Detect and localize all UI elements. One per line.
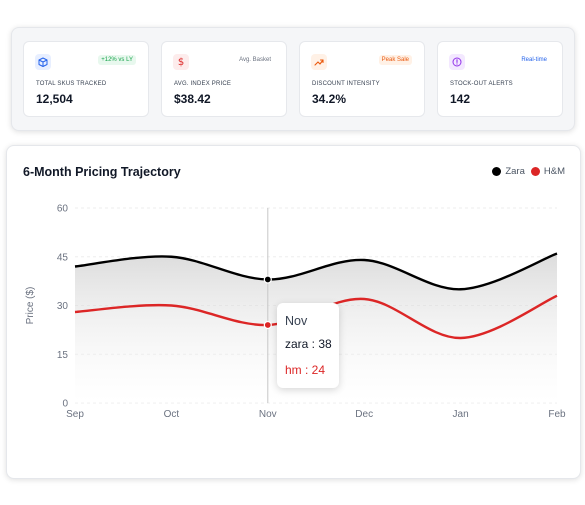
x-tick-label: Jan <box>453 409 469 420</box>
legend-dot <box>492 167 502 176</box>
chart-legend: Zara H&M <box>492 166 565 177</box>
chart-title: 6-Month Pricing Trajectory <box>23 165 181 179</box>
y-axis-label: Price ($) <box>25 287 36 325</box>
kpi-card-avg-index-price[interactable]: $ Avg. Basket AVG. INDEX PRICE $38.42 <box>161 41 287 117</box>
kpi-card-stock-out-alerts[interactable]: Real-time STOCK-OUT ALERTS 142 <box>437 41 563 117</box>
kpi-card-total-skus[interactable]: +12% vs LY TOTAL SKUS TRACKED 12,504 <box>23 41 149 117</box>
y-tick-label: 30 <box>57 301 69 312</box>
dollar-icon: $ <box>173 54 189 70</box>
kpi-value: 34.2% <box>312 92 347 106</box>
pricing-chart-panel: 0 15 30 45 60 Sep Oct Nov Dec Jan Feb Price ($) 6-M… <box>6 145 581 479</box>
tooltip-title: Nov <box>285 314 308 328</box>
kpi-value: $38.42 <box>174 92 211 106</box>
legend-item-hm[interactable]: H&M <box>530 166 565 177</box>
x-tick-label: Nov <box>259 409 277 420</box>
y-tick-label: 45 <box>57 252 69 263</box>
kpi-card-discount-intensity[interactable]: Peak Sale DISCOUNT INTENSITY 34.2% <box>299 41 425 117</box>
legend-label: H&M <box>543 166 565 177</box>
hm-point <box>263 320 272 330</box>
kpi-label: DISCOUNT INTENSITY <box>312 81 380 87</box>
kpi-label: AVG. INDEX PRICE <box>174 81 232 87</box>
tooltip-hm-value: hm : 24 <box>285 363 326 377</box>
alert-circle-icon <box>449 54 465 70</box>
trending-up-icon <box>311 54 327 70</box>
y-tick-label: 60 <box>57 204 69 215</box>
legend-item-zara[interactable]: Zara <box>492 166 525 177</box>
kpi-label: TOTAL SKUS TRACKED <box>36 81 107 87</box>
zara-point <box>263 275 272 284</box>
kpi-value: 12,504 <box>36 92 73 106</box>
kpi-badge: +12% vs LY <box>98 55 136 65</box>
tooltip-zara-value: zara : 38 <box>285 337 332 351</box>
x-tick-label: Feb <box>548 409 566 420</box>
y-tick-label: 15 <box>57 350 69 361</box>
kpi-summary-panel: +12% vs LY TOTAL SKUS TRACKED 12,504 $ A… <box>11 27 575 131</box>
kpi-badge: Peak Sale <box>378 55 412 65</box>
kpi-badge: Avg. Basket <box>239 57 271 63</box>
cube-icon <box>35 54 51 70</box>
zara-series-line <box>74 252 558 291</box>
legend-label: Zara <box>505 166 525 177</box>
chart-tooltip: Nov zara : 38 hm : 24 <box>277 303 339 388</box>
x-tick-label: Sep <box>66 409 84 420</box>
kpi-label: STOCK-OUT ALERTS <box>450 81 513 87</box>
legend-dot <box>530 167 540 176</box>
x-tick-label: Oct <box>164 409 180 420</box>
x-tick-label: Dec <box>355 409 373 420</box>
y-tick-label: 0 <box>62 399 68 410</box>
kpi-value: 142 <box>450 92 471 106</box>
kpi-badge: Real-time <box>521 57 547 63</box>
